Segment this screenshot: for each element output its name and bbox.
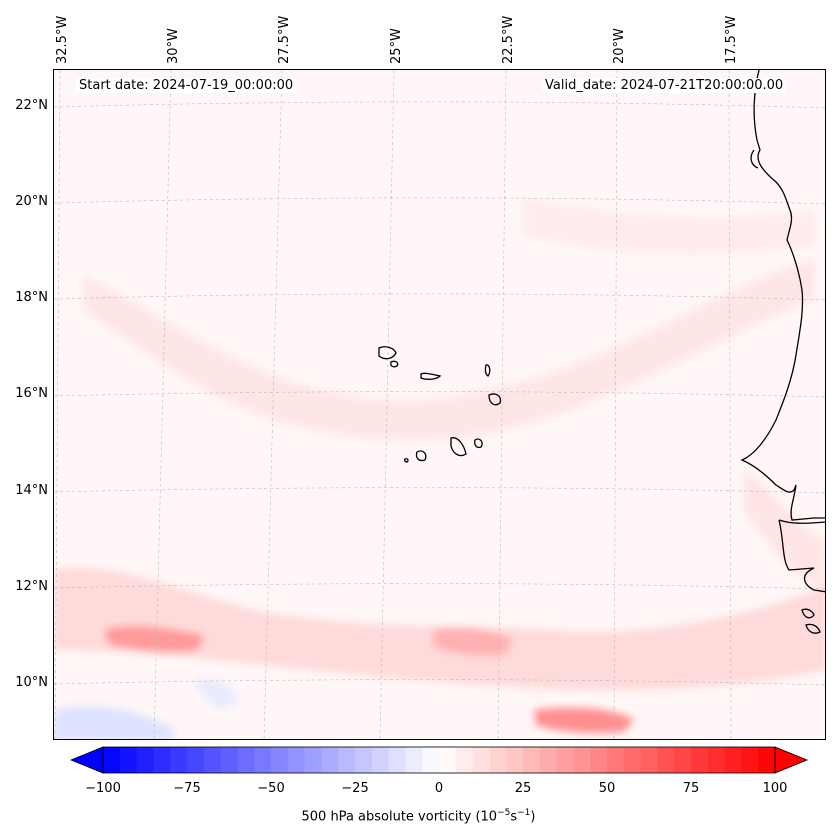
colorbar-segment bbox=[119, 747, 138, 773]
lon-label-25w: 25°W bbox=[389, 28, 404, 64]
colorbar-segment bbox=[607, 747, 625, 773]
lat-label-10n: 10°N bbox=[15, 675, 48, 690]
lon-label-27-5w: 27.5°W bbox=[277, 15, 292, 64]
colorbar bbox=[70, 746, 809, 774]
colorbar-segment bbox=[472, 747, 490, 773]
colorbar-segment bbox=[338, 747, 356, 773]
colorbar-tick-minus50: −50 bbox=[257, 781, 285, 796]
start-date-label: Start date: 2024-07-19_00:00:00 bbox=[76, 78, 297, 93]
vorticity-coast bbox=[744, 470, 825, 590]
vorticity-field bbox=[54, 200, 825, 739]
coast-north-bump bbox=[750, 149, 759, 169]
island-sal bbox=[484, 364, 491, 377]
colorbar-segment bbox=[321, 747, 339, 773]
colorbar-segment bbox=[489, 747, 507, 773]
colorbar-segment bbox=[170, 747, 188, 773]
colorbar-extend-max bbox=[774, 746, 809, 774]
vorticity-max-west bbox=[104, 625, 204, 653]
colorbar-segment bbox=[355, 747, 373, 773]
colorbar-segment bbox=[707, 747, 726, 773]
gambia-coast bbox=[778, 519, 825, 524]
colorbar-tick-minus75: −75 bbox=[173, 781, 201, 796]
colorbar-tick-75: 75 bbox=[682, 781, 700, 796]
vorticity-band-south bbox=[54, 568, 825, 690]
colorbar-segment bbox=[405, 747, 423, 773]
vorticity-max-central bbox=[432, 628, 514, 656]
colorbar-segment bbox=[657, 747, 675, 773]
colorbar-segment bbox=[203, 747, 222, 773]
island-sao-vicente bbox=[390, 360, 399, 368]
vorticity-min-spot bbox=[194, 678, 239, 710]
island-brava bbox=[403, 458, 409, 463]
africa-coast bbox=[740, 70, 825, 593]
island-santiago bbox=[450, 437, 467, 457]
colorbar-segment bbox=[455, 747, 474, 773]
colorbar-tick-50: 50 bbox=[598, 781, 616, 796]
colorbar-segments bbox=[103, 747, 776, 773]
lon-label-30w: 30°W bbox=[166, 28, 181, 64]
island-sao-nicolau bbox=[420, 372, 442, 380]
colorbar-segment bbox=[523, 747, 541, 773]
map-panel bbox=[53, 69, 826, 740]
colorbar-segment bbox=[136, 747, 154, 773]
colorbar-segment bbox=[640, 747, 658, 773]
colorbar-tick-minus100: −100 bbox=[85, 781, 121, 796]
colorbar-segment bbox=[422, 747, 440, 773]
coastline bbox=[378, 70, 825, 634]
lon-label-32-5w: 32.5°W bbox=[55, 15, 70, 64]
colorbar-segment bbox=[187, 747, 205, 773]
colorbar-segment bbox=[304, 747, 322, 773]
colorbar-tick-0: 0 bbox=[434, 781, 444, 796]
colorbar-segment bbox=[556, 747, 574, 773]
colorbar-label: 500 hPa absolute vorticity (10−5s−1) bbox=[301, 808, 536, 825]
colorbar-segment bbox=[691, 747, 709, 773]
lat-label-12n: 12°N bbox=[15, 579, 48, 594]
colorbar-segment bbox=[271, 747, 289, 773]
lon-label-17-5w: 17.5°W bbox=[724, 15, 739, 64]
lon-label-22-5w: 22.5°W bbox=[501, 15, 516, 64]
lat-label-20n: 20°N bbox=[15, 194, 48, 209]
guinea-islands bbox=[801, 608, 821, 634]
vorticity-min-southwest bbox=[54, 706, 174, 739]
colorbar-segment bbox=[590, 747, 608, 773]
island-fogo bbox=[415, 450, 427, 462]
colorbar-segment bbox=[674, 747, 692, 773]
lat-label-16n: 16°N bbox=[15, 386, 48, 401]
island-santo-antao bbox=[378, 346, 397, 360]
colorbar-segment bbox=[506, 747, 524, 773]
vorticity-max-southeast bbox=[534, 707, 634, 734]
colorbar-tick-minus25: −25 bbox=[341, 781, 369, 796]
lat-label-14n: 14°N bbox=[15, 483, 48, 498]
valid-date-label: Valid_date: 2024-07-21T20:00:00.00 bbox=[542, 78, 787, 93]
colorbar-tick-25: 25 bbox=[514, 781, 532, 796]
graticule bbox=[54, 70, 825, 739]
lon-label-20w: 20°W bbox=[612, 28, 627, 64]
colorbar-segment bbox=[287, 747, 306, 773]
colorbar-segment bbox=[573, 747, 591, 773]
colorbar-extend-min bbox=[70, 746, 104, 774]
vorticity-band-north bbox=[84, 260, 814, 440]
colorbar-segment bbox=[220, 747, 238, 773]
colorbar-segment bbox=[153, 747, 171, 773]
colorbar-segment bbox=[371, 747, 390, 773]
colorbar-frame bbox=[102, 746, 776, 774]
island-boa-vista bbox=[488, 393, 502, 406]
colorbar-segment bbox=[439, 747, 457, 773]
colorbar-segment bbox=[103, 747, 121, 773]
colorbar-segment bbox=[758, 747, 776, 773]
colorbar-segment bbox=[254, 747, 272, 773]
colorbar-segment bbox=[388, 747, 406, 773]
vorticity-band-northeast bbox=[524, 200, 814, 254]
colorbar-segment bbox=[724, 747, 742, 773]
lat-label-18n: 18°N bbox=[15, 290, 48, 305]
vorticity-map bbox=[54, 70, 825, 739]
island-maio bbox=[474, 438, 483, 449]
colorbar-segment bbox=[623, 747, 642, 773]
colorbar-segment bbox=[741, 747, 759, 773]
colorbar-tick-100: 100 bbox=[762, 781, 788, 796]
colorbar-segment bbox=[237, 747, 255, 773]
colorbar-segment bbox=[539, 747, 558, 773]
lat-label-22n: 22°N bbox=[15, 98, 48, 113]
